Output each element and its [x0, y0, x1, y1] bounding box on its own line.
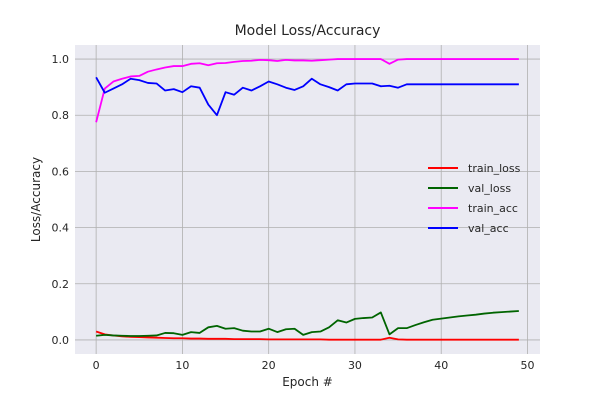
- series-layer: [95, 58, 519, 341]
- chart-title: Model Loss/Accuracy: [235, 23, 381, 39]
- y-tick-label: 0.0: [52, 334, 70, 347]
- y-tick-label: 0.6: [52, 165, 70, 178]
- legend-label-train-loss: train_loss: [468, 162, 521, 175]
- plot-background: [75, 45, 540, 354]
- series-line-train-loss: [95, 330, 519, 341]
- y-tick-label: 0.2: [52, 278, 70, 291]
- y-tick-label: 1.0: [52, 53, 70, 66]
- legend-label-val-acc: val_acc: [468, 222, 509, 235]
- x-tick-label: 20: [262, 359, 276, 372]
- y-tick-label: 0.4: [52, 222, 70, 235]
- series-line-val-acc: [95, 76, 519, 117]
- x-tick-label: 30: [348, 359, 362, 372]
- series-line-val-loss: [96, 310, 519, 337]
- y-tick-label: 0.8: [52, 109, 70, 122]
- series-line-train-acc: [95, 58, 519, 123]
- x-tick-label: 10: [175, 359, 189, 372]
- tick-layer: 0 10 20 30 40 50 0.0 0.2 0.4 0.6 0.8 1.0: [52, 53, 535, 372]
- legend-label-train-acc: train_acc: [468, 202, 518, 215]
- x-axis-label: Epoch #: [282, 375, 333, 389]
- y-axis-label: Loss/Accuracy: [29, 157, 43, 242]
- legend-label-val-loss: val_loss: [468, 182, 511, 195]
- x-tick-label: 40: [434, 359, 448, 372]
- x-tick-label: 50: [520, 359, 534, 372]
- legend: train_loss val_loss train_acc val_acc: [428, 162, 521, 235]
- x-tick-label: 0: [93, 359, 100, 372]
- grid-layer: [75, 45, 540, 354]
